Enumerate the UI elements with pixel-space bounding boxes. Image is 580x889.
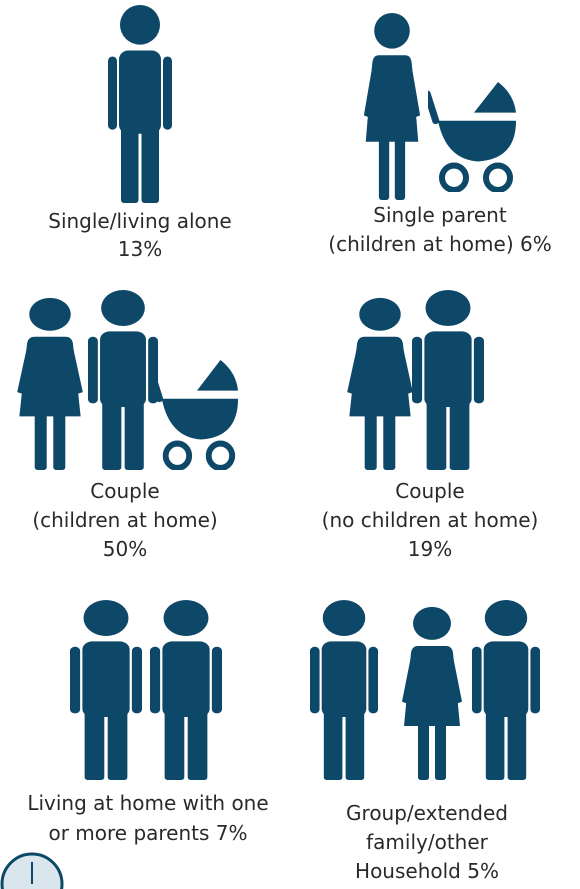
label-line: Group/extended bbox=[346, 801, 508, 825]
label-line: (children at home) bbox=[32, 508, 217, 532]
pram-icon bbox=[147, 360, 238, 468]
clock-icon bbox=[0, 852, 64, 889]
man-icon bbox=[310, 600, 378, 780]
label-line: or more parents 7% bbox=[48, 821, 247, 845]
label-line: (no children at home) bbox=[322, 508, 539, 532]
label-line: 13% bbox=[118, 237, 162, 261]
label-line: Couple bbox=[395, 479, 464, 503]
label-line: Single parent bbox=[373, 203, 507, 227]
label-line: Household 5% bbox=[355, 859, 499, 883]
icons bbox=[17, 5, 540, 780]
man-icon bbox=[108, 5, 172, 203]
man-icon bbox=[150, 600, 222, 780]
label-line: 50% bbox=[103, 537, 147, 561]
label-line: Living at home with one bbox=[27, 791, 268, 815]
man-icon bbox=[412, 290, 484, 470]
woman-icon bbox=[402, 606, 462, 780]
label-line: family/other bbox=[366, 830, 489, 854]
man-icon bbox=[88, 290, 158, 470]
man-icon bbox=[472, 600, 540, 780]
pram-icon bbox=[423, 82, 516, 190]
woman-icon bbox=[17, 297, 83, 470]
man-icon bbox=[70, 600, 142, 780]
label-line: (children at home) 6% bbox=[328, 232, 551, 256]
label-line: Single/living alone bbox=[48, 209, 232, 233]
label-line: 19% bbox=[408, 537, 452, 561]
woman-icon bbox=[363, 12, 421, 200]
woman-icon bbox=[347, 297, 413, 470]
label-line: Couple bbox=[90, 479, 159, 503]
labels: Single/living alone 13% Single parent (c… bbox=[27, 203, 551, 883]
